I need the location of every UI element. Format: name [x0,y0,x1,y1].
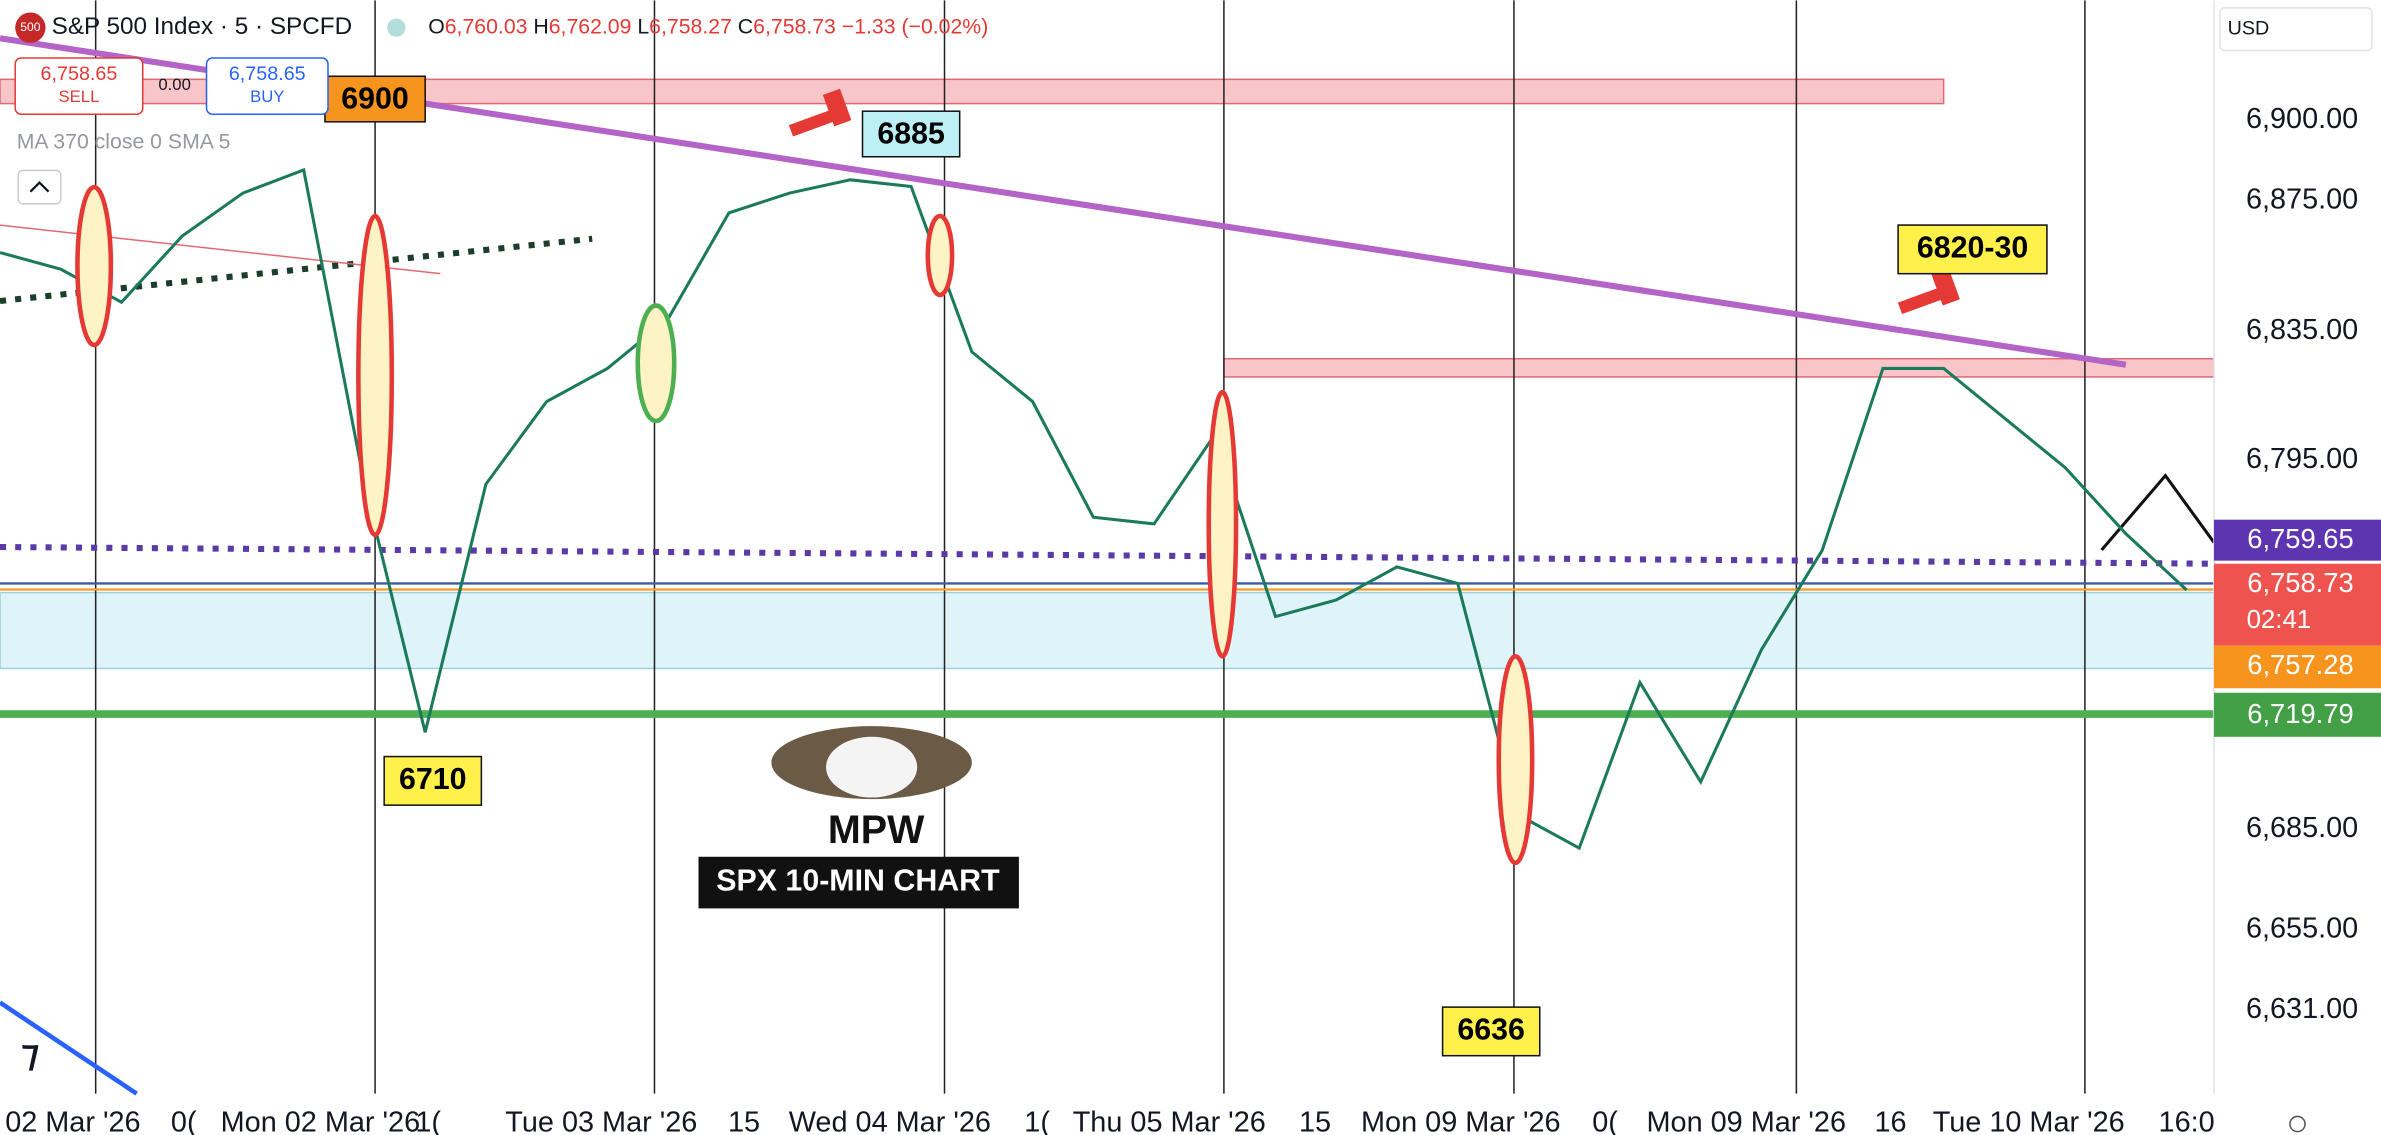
ohlc-value: 6,758.73 [753,14,836,38]
time-tick-label: Tue 03 Mar '26 [505,1107,697,1135]
resistance-zone [1223,357,2215,378]
time-tick-label: 15 [1299,1107,1331,1135]
price-tick-label: 6,655.00 [2246,912,2358,944]
price-badge [2213,645,2381,689]
countdown: 02:41 [2247,606,2312,634]
sell-button[interactable] [14,57,144,115]
ma-line [0,543,2214,567]
price-badge-text: 6,758.73 [2247,567,2353,598]
annotation-box [324,75,426,123]
time-tick-label: 1( [415,1107,441,1135]
time-tick-label: 16 [1874,1107,1906,1135]
trend-line [0,1000,138,1096]
buy-label: BUY [250,87,284,106]
settings-icon[interactable] [2289,1115,2306,1133]
time-tick-label: 15 [728,1107,760,1135]
price-badge-text: 6,719.79 [2247,698,2353,729]
time-tick-label: 16:0 [2159,1107,2215,1135]
annotation: 6900 [341,83,409,116]
ohlc-value: 6,762.09 [549,14,632,38]
price-tick-label: 6,685.00 [2246,812,2358,844]
price-tick-label: 6,875.00 [2246,183,2358,215]
symbol-badge-text: 500 [20,20,40,34]
symbol-badge [15,12,46,43]
annotation-box [383,755,483,806]
price-badge [2213,692,2381,737]
symbol-title[interactable]: S&P 500 Index · 5 · SPCFD [52,13,353,40]
currency: USD [2228,17,2270,39]
time-tick-label: 1( [1024,1107,1050,1135]
ohlc-label: O [428,14,445,38]
highlight-ellipses [75,184,1535,866]
indicator-label[interactable]: MA 370 close 0 SMA 5 [17,130,231,154]
drawing [2100,473,2216,552]
time-tick-label: 02 Mar '26 [5,1107,140,1135]
time-tick-label: Tue 10 Mar '26 [1933,1107,2125,1135]
collapse-icon [29,180,50,193]
ohlc-label: L [637,14,649,38]
time-tick-label: Mon 09 Mar '26 [1647,1107,1847,1135]
ohlc-value: 6,760.03 [445,14,528,38]
price-badge [2213,563,2381,646]
ohlc-label: H [533,14,548,38]
buy-price: 6,758.65 [229,63,306,85]
ohlc-label: C [738,14,753,38]
tv-logo: ⁊ [21,1032,39,1073]
time-tick-label: 0( [1592,1107,1618,1135]
time-tick-label: Wed 04 Mar '26 [789,1107,991,1135]
caption: SPX 10-MIN CHART [716,865,1000,898]
ohlc: O6,760.03 H6,762.09 L6,758.27 C6,758.73 … [428,14,988,38]
price-tick-label: 6,900.00 [2246,103,2358,135]
status-dot [387,18,406,37]
collapse-button[interactable] [17,169,62,205]
annotation: 6885 [877,118,945,151]
price-badge [2213,519,2381,561]
annotation: 6710 [399,763,467,796]
price-tick-label: 6,795.00 [2246,443,2358,475]
logo-text: MPW [828,808,925,852]
gavel-icons [788,88,1960,315]
currency-button[interactable] [2219,7,2373,52]
price-tick-label: 6,835.00 [2246,314,2358,346]
buy-button[interactable] [205,57,329,115]
annotation: 6820-30 [1917,231,2028,264]
annotation-box [1897,224,2048,275]
caption-box [698,856,1019,909]
price-badge-text: 6,759.65 [2247,523,2353,554]
spread: 0.00 [158,75,190,94]
ohlc-value: 6,758.27 [649,14,732,38]
time-tick-label: Mon 02 Mar '26 [221,1107,421,1135]
time-tick-label: Mon 09 Mar '26 [1361,1107,1561,1135]
logo-image [826,736,918,798]
price-badge-text: 6,757.28 [2247,649,2353,680]
time-tick-label: 0( [171,1107,197,1135]
sell-label: SELL [59,87,100,106]
sell-price: 6,758.65 [41,63,118,85]
annotation-box [861,110,961,158]
annotation-box [1441,1006,1541,1057]
support-zone [0,591,2215,670]
price-tick-label: 6,631.00 [2246,993,2358,1025]
ohlc-change: −1.33 (−0.02%) [842,14,989,38]
time-tick-label: Thu 05 Mar '26 [1073,1107,1266,1135]
annotation: 6636 [1457,1013,1525,1046]
